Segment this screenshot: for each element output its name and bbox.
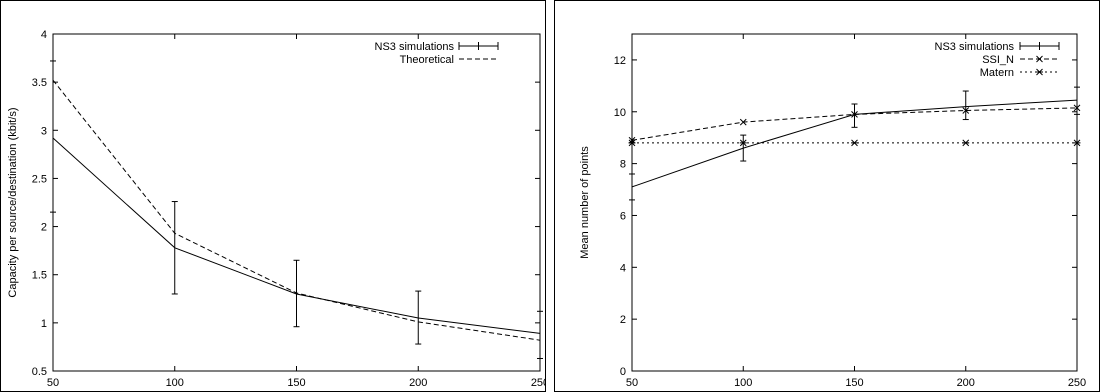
right-y-tick-label: 2 — [620, 314, 626, 326]
right-frame — [554, 0, 1100, 392]
left-x-tick-label: 100 — [166, 377, 184, 389]
right-plot-area — [631, 33, 1078, 372]
right-y-tick-label: 8 — [620, 159, 626, 171]
right-legend-marker-1-b — [1036, 55, 1043, 63]
left-y-tick-label: 2.5 — [32, 173, 47, 185]
left-y-axis-title: Capacity per source/destination (kbit/s) — [7, 107, 19, 297]
chart-right-svg: 50100150200250024681012Total number of n… — [554, 0, 1100, 392]
right-x-tick-label: 150 — [845, 377, 863, 389]
right-series-1-point-b — [962, 107, 970, 114]
right-y-tick-label: 12 — [614, 55, 626, 67]
left-x-tick-label: 200 — [409, 377, 427, 389]
left-y-tick-label: 1 — [41, 318, 47, 330]
right-y-tick-label: 0 — [620, 366, 626, 378]
left-y-tick-label: 3 — [41, 125, 47, 137]
right-legend-label-2: Matern — [980, 67, 1014, 79]
left-y-tick-label: 1.5 — [32, 270, 47, 282]
right-y-tick-label: 10 — [614, 107, 626, 119]
right-x-tick-label: 50 — [626, 377, 638, 389]
right-legend-label-1: SSI_N — [982, 54, 1014, 66]
left-series-1-line — [52, 79, 541, 341]
right-series-1-point-b — [739, 118, 747, 126]
left-y-tick-label: 2 — [41, 222, 47, 234]
right-series-1-point-b — [851, 111, 858, 118]
left-x-tick-label: 250 — [531, 377, 546, 389]
left-y-tick-label: 0.5 — [32, 366, 47, 378]
right-x-tick-label: 200 — [957, 377, 975, 389]
right-y-axis-title: Mean number of points — [579, 146, 591, 259]
right-y-tick-label: 4 — [620, 262, 626, 274]
left-x-tick-label: 50 — [47, 377, 59, 389]
left-x-tick-label: 150 — [287, 377, 305, 389]
right-legend-label-0: NS3 simulations — [935, 41, 1015, 53]
right-y-tick-label: 6 — [620, 210, 626, 222]
left-legend-label-1: Theoretical — [400, 54, 454, 66]
left-legend-label-0: NS3 simulations — [375, 41, 455, 53]
left-y-tick-label: 3.5 — [32, 77, 47, 89]
left-plot-area — [52, 33, 541, 372]
right-x-tick-label: 250 — [1068, 377, 1086, 389]
left-y-tick-label: 4 — [41, 29, 47, 41]
chart-right: 50100150200250024681012Total number of n… — [554, 0, 1100, 392]
right-x-tick-label: 100 — [734, 377, 752, 389]
